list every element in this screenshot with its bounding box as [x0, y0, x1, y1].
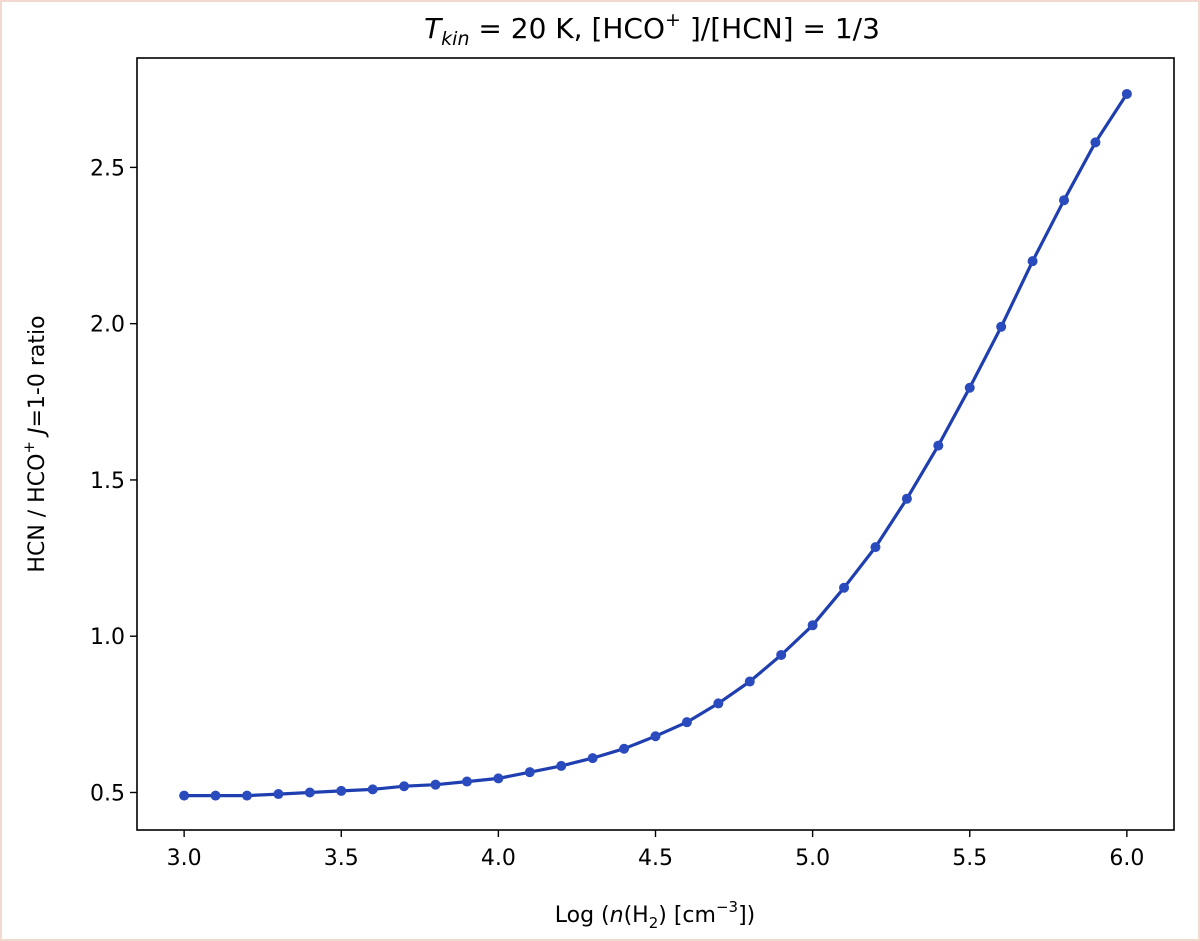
x-tick-label: 3.5: [324, 846, 359, 871]
data-point: [273, 789, 284, 800]
data-point: [493, 773, 504, 784]
y-axis-label: HCN / HCO+ J=1-0 ratio: [20, 315, 50, 572]
x-tick-label: 5.5: [952, 846, 987, 871]
data-point: [430, 779, 441, 790]
data-point: [713, 698, 724, 709]
data-point: [1027, 256, 1038, 267]
data-point: [399, 781, 410, 792]
data-point: [461, 776, 472, 787]
x-tick-label: 4.0: [481, 846, 516, 871]
data-point: [1059, 195, 1070, 206]
x-tick-label: 5.0: [795, 846, 830, 871]
data-point: [650, 731, 661, 742]
data-point: [1121, 88, 1132, 99]
data-point: [210, 790, 221, 801]
data-point: [524, 767, 535, 778]
data-point: [807, 620, 818, 631]
y-tick-label: 1.5: [90, 469, 125, 494]
data-point: [367, 784, 378, 795]
data-point: [179, 790, 190, 801]
data-point: [1090, 137, 1101, 148]
data-point: [336, 785, 347, 796]
data-point: [901, 493, 912, 504]
x-axis-label: Log (n(H2) [cm−3]): [555, 898, 756, 932]
y-tick-label: 2.0: [90, 313, 125, 338]
y-tick-label: 1.0: [90, 625, 125, 650]
x-tick-label: 4.5: [638, 846, 673, 871]
data-point: [587, 753, 598, 764]
x-tick-label: 3.0: [167, 846, 202, 871]
data-point: [996, 321, 1007, 332]
data-point: [241, 790, 252, 801]
data-point: [933, 440, 944, 451]
y-tick-label: 0.5: [90, 781, 125, 806]
data-point: [556, 760, 567, 771]
plot-area: 3.0 3.5 4.0 4.5 5.0 5.5 6.0 0.5 1.0 1.5 2.0 2.5: [90, 88, 1144, 871]
data-point: [619, 743, 630, 754]
data-point: [304, 787, 315, 798]
y-tick-label: 2.5: [90, 156, 125, 181]
x-tick-label: 6.0: [1109, 846, 1144, 871]
axes-frame: [136, 57, 1175, 831]
data-point: [964, 382, 975, 393]
data-point: [681, 717, 692, 728]
data-point: [776, 649, 787, 660]
data-point: [744, 676, 755, 687]
chart-title: Tkin = 20 K, [HCO+ ]/[HCN] = 1/3: [424, 9, 880, 50]
data-point: [870, 542, 881, 553]
data-point: [839, 582, 850, 593]
